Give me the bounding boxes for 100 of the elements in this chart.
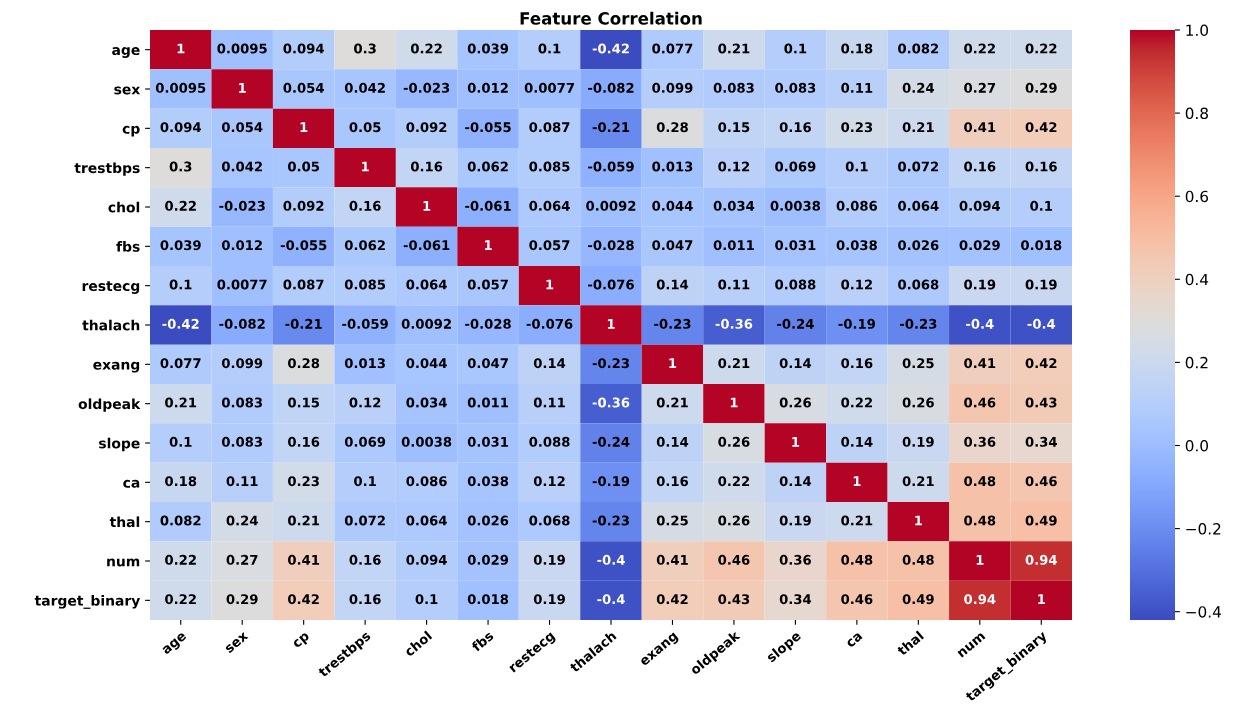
data-label: -0.059 (342, 318, 388, 329)
data-label: 0.094 (959, 200, 1001, 211)
data-label: -0.24 (777, 318, 814, 329)
data-label: 0.16 (964, 161, 996, 172)
y-tick-label: chol (108, 201, 140, 213)
data-label: 0.013 (652, 161, 693, 172)
data-label: 0.094 (406, 554, 447, 565)
data-label: 0.14 (533, 358, 566, 369)
data-label: -0.076 (588, 279, 634, 290)
data-label: 0.069 (344, 436, 386, 447)
data-label: 1 (915, 515, 923, 526)
data-label: 0.22 (1025, 43, 1057, 54)
data-label: 0.011 (467, 397, 509, 408)
data-label: -0.24 (592, 436, 630, 447)
data-label: 0.0092 (401, 318, 451, 329)
data-label: -0.028 (588, 240, 634, 251)
y-tick-label: cp (122, 125, 140, 137)
data-label: 0.15 (288, 397, 320, 408)
data-label: 0.088 (775, 279, 816, 290)
data-label: 0.031 (775, 240, 816, 251)
data-label: 1 (239, 83, 246, 93)
data-label: 0.19 (533, 554, 565, 565)
data-label: 1 (546, 279, 554, 290)
data-label: 0.41 (288, 554, 320, 565)
data-label: 0.34 (779, 594, 812, 605)
data-label: 0.11 (718, 279, 750, 290)
data-label: 0.0095 (155, 82, 206, 93)
data-label: 0.069 (775, 161, 816, 172)
data-label: 0.24 (226, 515, 258, 526)
y-tick-label: restecg (82, 281, 140, 294)
data-label: 0.26 (779, 397, 811, 408)
data-label: 0.27 (226, 554, 258, 565)
data-label: 0.039 (160, 240, 201, 251)
data-label: -0.19 (838, 318, 876, 329)
data-label: 0.18 (165, 476, 197, 487)
data-label: -0.023 (219, 200, 265, 211)
data-label: 0.18 (841, 43, 873, 54)
data-label: -0.082 (219, 318, 265, 329)
data-label: 0.26 (718, 436, 750, 447)
data-label: -0.023 (403, 82, 450, 93)
data-label: -0.36 (715, 318, 753, 329)
y-tick-label: slope (99, 437, 140, 452)
data-label: 0.12 (349, 397, 381, 408)
data-label: 0.034 (406, 397, 447, 408)
data-label: -0.082 (588, 82, 634, 93)
data-label: 0.057 (529, 240, 570, 251)
data-label: 0.49 (902, 594, 934, 605)
data-label: 0.42 (288, 594, 319, 605)
data-label: 0.087 (283, 279, 324, 290)
data-label: 0.013 (344, 358, 385, 369)
data-label: 0.11 (533, 397, 565, 408)
color-bar-label: 0.2 (1185, 356, 1208, 369)
data-label: 0.49 (1025, 515, 1057, 526)
data-label: 0.22 (410, 43, 442, 54)
data-label: -0.21 (285, 318, 322, 329)
data-label: -0.42 (592, 43, 629, 54)
data-label: 0.018 (1021, 240, 1062, 251)
data-label: 0.064 (406, 279, 447, 290)
data-label: -0.42 (162, 318, 199, 329)
data-label: 0.1 (415, 594, 438, 605)
data-label: 0.018 (467, 594, 509, 605)
data-label: 0.026 (467, 515, 509, 526)
x-tick-label: ca (846, 632, 863, 648)
data-label: 0.086 (836, 200, 878, 211)
data-label: 0.0077 (217, 279, 267, 290)
data-label: 0.05 (288, 161, 320, 172)
data-label: 0.083 (221, 436, 263, 447)
x-tick-label: cp (292, 632, 312, 651)
y-tick-label: trestbps (74, 162, 140, 176)
data-label: 0.1 (1030, 200, 1053, 211)
data-label: 0.16 (410, 161, 443, 172)
data-label: -0.23 (592, 515, 629, 526)
data-label: 0.26 (902, 397, 934, 408)
data-label: 0.36 (779, 554, 811, 565)
data-label: 0.22 (165, 554, 196, 565)
data-label: 0.099 (221, 358, 263, 369)
data-label: 0.1 (845, 161, 868, 172)
data-label: 1 (792, 437, 800, 447)
data-label: 0.16 (1025, 161, 1057, 172)
data-label: 0.14 (779, 358, 812, 369)
data-label: 0.1 (784, 43, 807, 54)
data-label: 0.0092 (586, 200, 636, 211)
data-label: 0.23 (288, 476, 319, 487)
data-label: 0.057 (467, 279, 508, 290)
data-label: 0.48 (841, 554, 873, 565)
data-label: 0.0038 (401, 436, 452, 447)
data-label: 0.077 (652, 43, 693, 54)
data-label: 0.064 (898, 200, 939, 211)
data-label: 0.038 (467, 476, 509, 487)
y-tick-label: target_binary (34, 595, 141, 609)
data-label: 0.068 (529, 515, 570, 526)
data-label: 0.1 (354, 476, 376, 487)
data-label: 0.21 (165, 397, 197, 408)
data-label: 0.15 (718, 122, 750, 133)
data-label: 0.16 (288, 436, 320, 447)
y-tick-label: num (107, 558, 140, 567)
data-label: 0.21 (841, 515, 873, 526)
data-label: 0.087 (529, 122, 570, 133)
data-label: 0.082 (160, 515, 201, 526)
data-label: 0.36 (964, 436, 996, 447)
